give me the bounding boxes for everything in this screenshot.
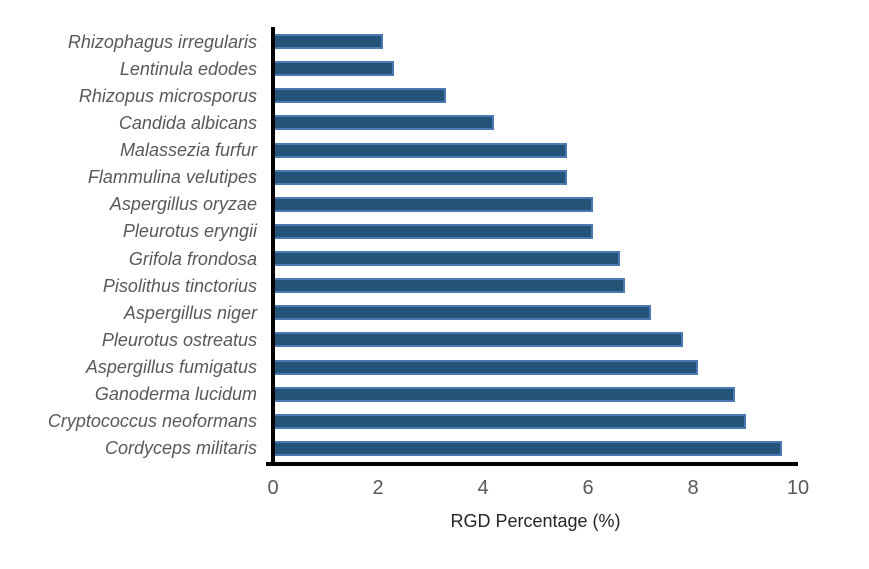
bar	[273, 196, 593, 212]
x-tick-label: 8	[687, 477, 699, 499]
category-label: Cryptococcus neoformans	[47, 411, 257, 432]
bar-row: Candida albicans	[0, 109, 798, 136]
bar-row: Pisolithus tinctorius	[0, 272, 798, 299]
category-label: Flammulina velutipes	[87, 167, 257, 188]
bar-track	[273, 435, 798, 462]
bar-row: Rhizophagus irregularis	[0, 28, 798, 55]
bar-track	[273, 137, 798, 164]
bar	[273, 223, 593, 239]
bar	[273, 115, 494, 131]
category-label: Aspergillus oryzae	[109, 194, 257, 215]
bar-row: Aspergillus niger	[0, 299, 798, 326]
bar-row: Pleurotus eryngii	[0, 218, 798, 245]
bar	[273, 251, 620, 267]
bar-row: Flammulina velutipes	[0, 164, 798, 191]
bar-track	[273, 299, 798, 326]
bar-track	[273, 272, 798, 299]
bar	[273, 169, 567, 185]
bar-row: Cordyceps militaris	[0, 435, 798, 462]
bar-row: Aspergillus oryzae	[0, 191, 798, 218]
bar-track	[273, 326, 798, 353]
x-tick-label: 2	[372, 477, 384, 499]
bar-row: Malassezia furfur	[0, 137, 798, 164]
category-label: Pisolithus tinctorius	[102, 275, 257, 296]
y-axis-line	[271, 27, 275, 466]
bar-track	[273, 218, 798, 245]
bar	[273, 440, 782, 456]
category-label: Candida albicans	[118, 112, 257, 133]
x-axis-title: RGD Percentage (%)	[450, 511, 621, 531]
bar-track	[273, 82, 798, 109]
bar	[273, 305, 651, 321]
bar	[273, 278, 625, 294]
bar-track	[273, 245, 798, 272]
bar-track	[273, 164, 798, 191]
category-label: Lentinula edodes	[119, 58, 257, 79]
x-axis-line	[266, 462, 798, 466]
category-label: Grifola frondosa	[128, 248, 257, 269]
bar	[273, 332, 683, 348]
bar-row: Grifola frondosa	[0, 245, 798, 272]
category-label: Rhizophagus irregularis	[67, 31, 257, 52]
category-label: Aspergillus fumigatus	[85, 357, 257, 378]
category-label: Aspergillus niger	[123, 302, 257, 323]
chart-rows: Rhizophagus irregularis Lentinula edodes R…	[0, 28, 798, 462]
bar-row: Lentinula edodes	[0, 55, 798, 82]
bar-row: Pleurotus ostreatus	[0, 326, 798, 353]
bar-row: Rhizopus microsporus	[0, 82, 798, 109]
bar-track	[273, 109, 798, 136]
x-tick-label: 0	[267, 477, 279, 499]
bar-track	[273, 408, 798, 435]
bar-track	[273, 381, 798, 408]
bar	[273, 413, 746, 429]
bar-row: Cryptococcus neoformans	[0, 408, 798, 435]
category-label: Rhizopus microsporus	[78, 85, 257, 106]
bar-row: Aspergillus fumigatus	[0, 354, 798, 381]
category-label: Pleurotus ostreatus	[101, 329, 257, 350]
bar	[273, 34, 383, 50]
bar-track	[273, 191, 798, 218]
category-label: Ganoderma lucidum	[94, 384, 257, 405]
bar	[273, 386, 735, 402]
bar	[273, 61, 394, 77]
category-label: Malassezia furfur	[119, 140, 257, 161]
bar-row: Ganoderma lucidum	[0, 381, 798, 408]
category-label: Pleurotus eryngii	[122, 221, 257, 242]
bar	[273, 142, 567, 158]
x-axis-tick-labels: 0 2 4 6 8 10	[0, 477, 869, 503]
bar	[273, 88, 446, 104]
x-tick-label: 6	[582, 477, 594, 499]
bar	[273, 359, 698, 375]
bar-track	[273, 28, 798, 55]
x-tick-label: 4	[477, 477, 489, 499]
x-tick-label: 10	[786, 477, 810, 499]
bar-track	[273, 55, 798, 82]
bar-track	[273, 354, 798, 381]
category-label: Cordyceps militaris	[104, 438, 257, 459]
